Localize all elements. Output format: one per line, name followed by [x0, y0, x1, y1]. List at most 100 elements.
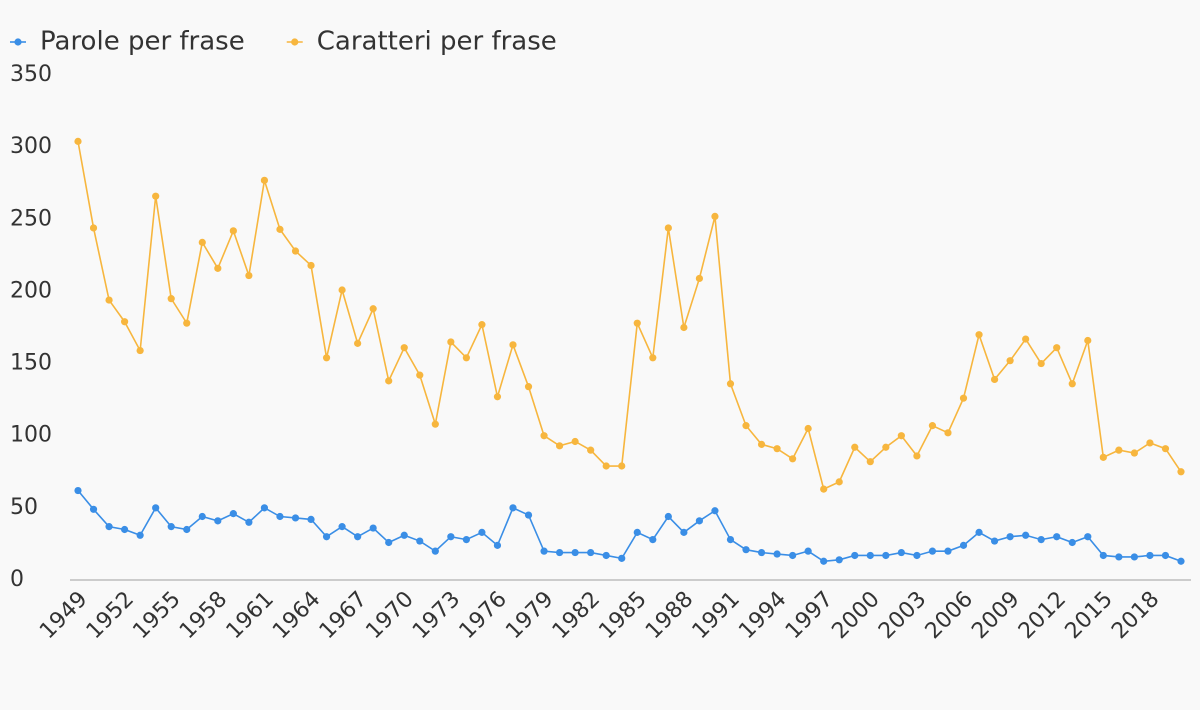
x-tick-label: 1994	[734, 587, 791, 644]
x-tick-label: 1985	[594, 587, 651, 644]
x-tick-label: 1967	[315, 587, 372, 644]
data-point	[913, 452, 921, 460]
data-point	[1115, 553, 1123, 561]
data-point	[866, 551, 874, 560]
data-point	[1084, 533, 1092, 541]
data-point	[757, 548, 766, 557]
data-point	[680, 323, 688, 332]
data-point	[820, 557, 828, 565]
data-point	[866, 458, 874, 466]
data-point	[307, 515, 315, 524]
data-point	[555, 442, 564, 450]
data-point	[680, 528, 688, 536]
data-point	[1177, 557, 1185, 565]
data-point	[1053, 344, 1061, 352]
data-point	[431, 420, 439, 428]
data-point	[1146, 439, 1154, 447]
data-point	[198, 238, 206, 246]
data-point	[369, 305, 377, 313]
data-point	[1006, 357, 1014, 365]
data-point	[260, 176, 269, 184]
data-point	[990, 537, 999, 545]
data-point	[1115, 446, 1123, 454]
data-point	[338, 286, 346, 294]
data-point	[804, 547, 812, 555]
data-point	[571, 437, 579, 446]
y-tick-label: 250	[10, 206, 52, 231]
data-point	[835, 478, 843, 486]
data-point	[726, 380, 735, 388]
x-tick-label: 1952	[82, 587, 139, 644]
data-point	[74, 486, 82, 495]
data-point	[555, 548, 564, 557]
data-point	[571, 548, 579, 557]
data-point	[1177, 468, 1185, 476]
data-point	[152, 504, 160, 512]
data-point	[1130, 553, 1138, 561]
data-point	[416, 371, 424, 379]
data-point	[789, 455, 797, 463]
data-point	[416, 537, 424, 545]
data-point	[1099, 453, 1107, 461]
data-point	[245, 518, 253, 526]
data-point	[291, 514, 300, 522]
y-tick-label: 350	[10, 62, 52, 87]
data-point	[540, 547, 548, 555]
data-point	[524, 511, 533, 519]
data-point	[820, 485, 828, 493]
data-point	[447, 533, 455, 541]
data-point	[478, 321, 486, 329]
y-tick-label: 50	[10, 495, 38, 520]
data-point	[136, 531, 144, 539]
data-point	[322, 533, 331, 541]
data-point	[89, 505, 98, 513]
data-point	[742, 422, 750, 430]
data-point	[322, 354, 331, 362]
data-point	[167, 523, 175, 531]
data-point	[198, 512, 206, 521]
data-point	[1161, 445, 1170, 453]
legend-label: Parole per frase	[40, 27, 245, 57]
data-point	[975, 528, 983, 536]
data-point	[1084, 336, 1092, 345]
data-point	[664, 224, 672, 232]
data-point	[587, 548, 595, 557]
data-point	[882, 443, 890, 451]
x-tick-label: 1973	[408, 587, 465, 644]
data-point	[385, 377, 393, 385]
data-point	[245, 271, 253, 280]
data-point	[882, 551, 890, 560]
x-tick-label: 1982	[548, 587, 605, 644]
data-point	[804, 424, 812, 433]
data-point	[276, 225, 284, 233]
data-point	[928, 422, 937, 430]
x-tick-label: 2009	[967, 587, 1024, 644]
data-point	[1053, 533, 1061, 541]
data-point	[136, 346, 144, 355]
x-tick-label: 1970	[361, 587, 418, 644]
data-point	[695, 274, 704, 283]
data-point	[1037, 359, 1045, 368]
x-tick-label: 1988	[641, 587, 698, 644]
data-point	[105, 296, 113, 304]
data-point	[928, 547, 937, 555]
x-tick-label: 1949	[35, 587, 92, 644]
data-point	[975, 331, 983, 339]
x-tick-label: 1991	[688, 587, 745, 644]
data-point	[757, 440, 766, 448]
data-point	[897, 432, 905, 440]
data-point	[260, 504, 269, 512]
data-point	[602, 462, 610, 470]
data-point	[1037, 536, 1045, 544]
data-point	[400, 531, 408, 539]
data-point	[431, 547, 439, 555]
legend-item: Parole per frase	[10, 27, 245, 57]
data-point	[649, 354, 657, 362]
y-tick-label: 300	[10, 134, 52, 159]
data-point	[478, 528, 486, 536]
data-point	[618, 554, 626, 562]
data-point	[462, 536, 470, 544]
data-point	[338, 523, 346, 531]
data-point	[214, 264, 222, 272]
